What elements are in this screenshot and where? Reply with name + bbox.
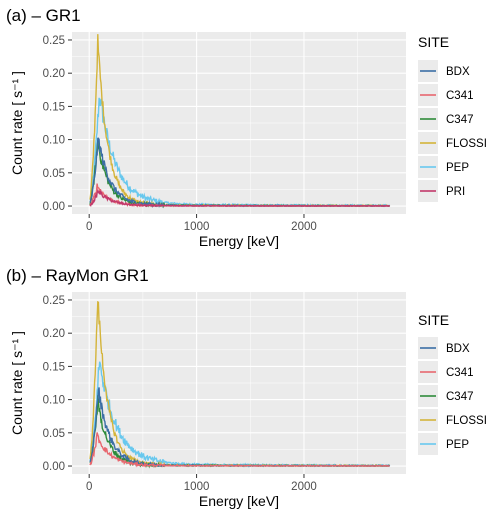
chart-panel-a: (a) – GR1 0 1000 2000 0.00 0.05 0.10 0.15 0.20 0.… xyxy=(6,6,487,249)
x-axis-label: Energy [keV] xyxy=(199,493,279,509)
y-tick-label: 0.25 xyxy=(43,35,65,47)
x-tick-label: 2000 xyxy=(291,481,317,493)
y-tick-label: 0.05 xyxy=(43,168,65,180)
y-tick-label: 0.15 xyxy=(43,101,65,113)
y-axis-label: Count rate [ s⁻¹ ] xyxy=(9,71,25,175)
y-tick-label: 0.10 xyxy=(43,135,65,147)
series-line-c341 xyxy=(89,432,390,468)
legend-label-pep: PEP xyxy=(446,439,469,451)
chart-title: (a) – GR1 xyxy=(6,6,81,25)
y-tick-label: 0.20 xyxy=(43,328,65,340)
y-axis-label: Count rate [ s⁻¹ ] xyxy=(9,331,25,435)
y-tick-label: 0.00 xyxy=(43,201,65,213)
legend: SITE BDX C341 C347 FLOSSI PEP PRI xyxy=(418,34,487,202)
x-tick-label: 1000 xyxy=(184,481,210,493)
legend-label-bdx: BDX xyxy=(446,343,470,355)
x-tick-label: 0 xyxy=(86,481,92,493)
legend-label-flossi: FLOSSI xyxy=(446,138,487,150)
legend-label-c341: C341 xyxy=(446,367,474,379)
legend-label-c341: C341 xyxy=(446,90,474,102)
legend-label-bdx: BDX xyxy=(446,66,470,78)
chart-title: (b) – RayMon GR1 xyxy=(6,266,149,285)
y-tick-label: 0.10 xyxy=(43,395,65,407)
series-line-pri xyxy=(89,188,390,208)
y-tick-label: 0.00 xyxy=(43,461,65,473)
legend-label-pep: PEP xyxy=(446,162,469,174)
x-tick-label: 1000 xyxy=(184,221,210,233)
x-axis-label: Energy [keV] xyxy=(199,233,279,249)
legend-title: SITE xyxy=(418,312,449,328)
y-tick-label: 0.05 xyxy=(43,428,65,440)
y-tick-label: 0.15 xyxy=(43,361,65,373)
legend-label-flossi: FLOSSI xyxy=(446,415,487,427)
legend: SITE BDX C341 C347 FLOSSI PEP xyxy=(418,312,487,455)
x-tick-label: 2000 xyxy=(291,221,317,233)
legend-title: SITE xyxy=(418,34,449,50)
x-tick-label: 0 xyxy=(86,221,92,233)
legend-label-pri: PRI xyxy=(446,186,465,198)
y-tick-label: 0.20 xyxy=(43,68,65,80)
legend-label-c347: C347 xyxy=(446,114,474,126)
legend-label-c347: C347 xyxy=(446,391,474,403)
y-tick-label: 0.25 xyxy=(43,295,65,307)
chart-panel-b: (b) – RayMon GR1 0 1000 2000 0.00 0.05 0.10 0.1… xyxy=(6,266,487,509)
